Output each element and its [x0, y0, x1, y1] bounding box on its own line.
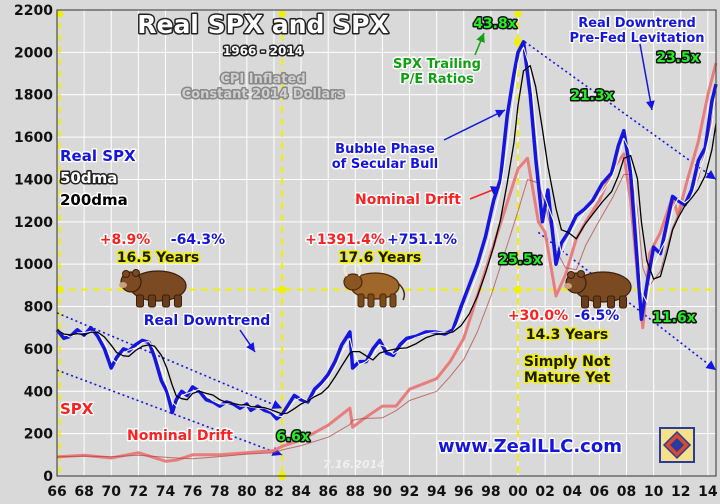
label-bubble-phase: Bubble Phase of Secular Bull [332, 142, 439, 172]
y-tick-label: 2200 [14, 3, 53, 19]
reference-dot [56, 10, 64, 18]
trendline [56, 312, 283, 409]
x-tick-label: 04 [563, 484, 583, 500]
reference-dot [514, 37, 523, 46]
label-nominal-drift: Nominal Drift [355, 192, 461, 208]
stat-gain-real: -6.5% [575, 308, 620, 324]
y-tick-label: 0 [43, 469, 53, 485]
arrow-nominal-drift [469, 186, 501, 200]
y-tick-label: 600 [24, 342, 53, 358]
x-tick-label: 68 [74, 484, 93, 500]
x-tick-label: 14 [698, 484, 718, 500]
zeal-logo-icon [659, 427, 695, 463]
series-line-real-spx [55, 40, 718, 421]
x-tick-label: 02 [535, 484, 554, 500]
y-tick-label: 1000 [14, 257, 53, 273]
x-tick-label: 96 [454, 484, 473, 500]
bear-icon [564, 270, 632, 309]
y-tick-label: 800 [24, 300, 53, 316]
legend-spx: SPX [60, 400, 94, 418]
pe-value: 23.5x [656, 50, 700, 66]
y-tick-label: 200 [24, 427, 53, 443]
website-label: www.ZealLLC.com [438, 436, 622, 457]
stat-duration: 14.3 Years [526, 327, 608, 343]
label-real-downtrend: Real Downtrend [144, 313, 271, 329]
x-tick-label: 80 [237, 484, 257, 500]
y-tick-label: 1600 [14, 130, 53, 146]
chart-title: Real SPX and SPX [137, 10, 389, 39]
arrow-pre-fed-levitation [639, 43, 655, 111]
chart-date: 7.16.2014 [323, 458, 385, 471]
x-tick-label: 70 [101, 484, 121, 500]
bull-icon [343, 262, 406, 308]
arrow-bubble-phase [443, 109, 506, 141]
x-tick-label: 00 [508, 484, 528, 500]
legend-200dma: 200dma [60, 191, 128, 209]
label-pe-ratios: SPX Trailing P/E Ratios [393, 57, 481, 87]
x-tick-label: 90 [373, 484, 393, 500]
reference-dot [514, 285, 523, 294]
trendline [56, 369, 283, 456]
arrow-pe-ratios [474, 32, 485, 56]
y-tick-label: 2000 [14, 45, 53, 61]
pe-value: 6.6x [276, 429, 310, 445]
pe-value: 25.5x [498, 252, 542, 268]
pe-value: 21.3x [570, 88, 614, 104]
y-tick-label: 1800 [14, 88, 53, 104]
x-tick-label: 06 [590, 484, 609, 500]
legend-50dma: 50dma [60, 169, 117, 187]
reference-dot [55, 285, 64, 294]
chart-subtitle: 1966 - 2014 [223, 44, 303, 58]
pe-value: 11.6x [652, 310, 696, 326]
plot-border [56, 9, 717, 477]
y-tick-label: 1200 [14, 215, 53, 231]
x-tick-label: 78 [210, 484, 229, 500]
x-tick-label: 86 [318, 484, 337, 500]
series-line-real-spx-200dma [56, 64, 717, 415]
stat-gain-real: +751.1% [387, 232, 457, 248]
x-tick-label: 10 [644, 484, 664, 500]
stat-duration: 16.5 Years [117, 250, 199, 266]
x-tick-label: 08 [617, 484, 636, 500]
legend-real-spx: Real SPX [60, 147, 136, 165]
bear-icon [119, 269, 187, 308]
x-tick-label: 92 [400, 484, 419, 500]
stat-gain-real: -64.3% [171, 232, 225, 248]
x-tick-label: 76 [183, 484, 202, 500]
stat-gain-nominal: +1391.4% [305, 232, 385, 248]
pe-value: 43.8x [473, 16, 517, 32]
x-tick-label: 84 [291, 484, 311, 500]
reference-dot [278, 10, 286, 18]
stat-gain-nominal: +30.0% [508, 308, 568, 324]
series-line-spx-200dma [56, 99, 717, 460]
x-tick-label: 98 [481, 484, 500, 500]
x-tick-label: 94 [427, 484, 447, 500]
reference-dot [278, 285, 287, 294]
y-tick-label: 1400 [14, 172, 53, 188]
label-nominal-drift: Nominal Drift [127, 428, 233, 444]
x-tick-label: 82 [264, 484, 283, 500]
label-simply-not-mature: Simply Not Mature Yet [524, 354, 611, 386]
label-pre-fed-levitation: Real Downtrend Pre-Fed Levitation [569, 16, 704, 46]
stat-gain-nominal: +8.9% [100, 232, 151, 248]
x-tick-label: 74 [156, 484, 176, 500]
arrow-real-downtrend [239, 329, 256, 353]
x-tick-label: 88 [346, 484, 365, 500]
x-tick-label: 66 [47, 484, 66, 500]
trendline [524, 41, 717, 181]
x-tick-label: 72 [129, 484, 148, 500]
y-tick-label: 400 [24, 384, 53, 400]
reference-dot [514, 10, 522, 18]
chart-note: CPI Inflated Constant 2014 Dollars [182, 72, 345, 102]
x-tick-label: 12 [671, 484, 690, 500]
stat-duration: 17.6 Years [339, 250, 421, 266]
